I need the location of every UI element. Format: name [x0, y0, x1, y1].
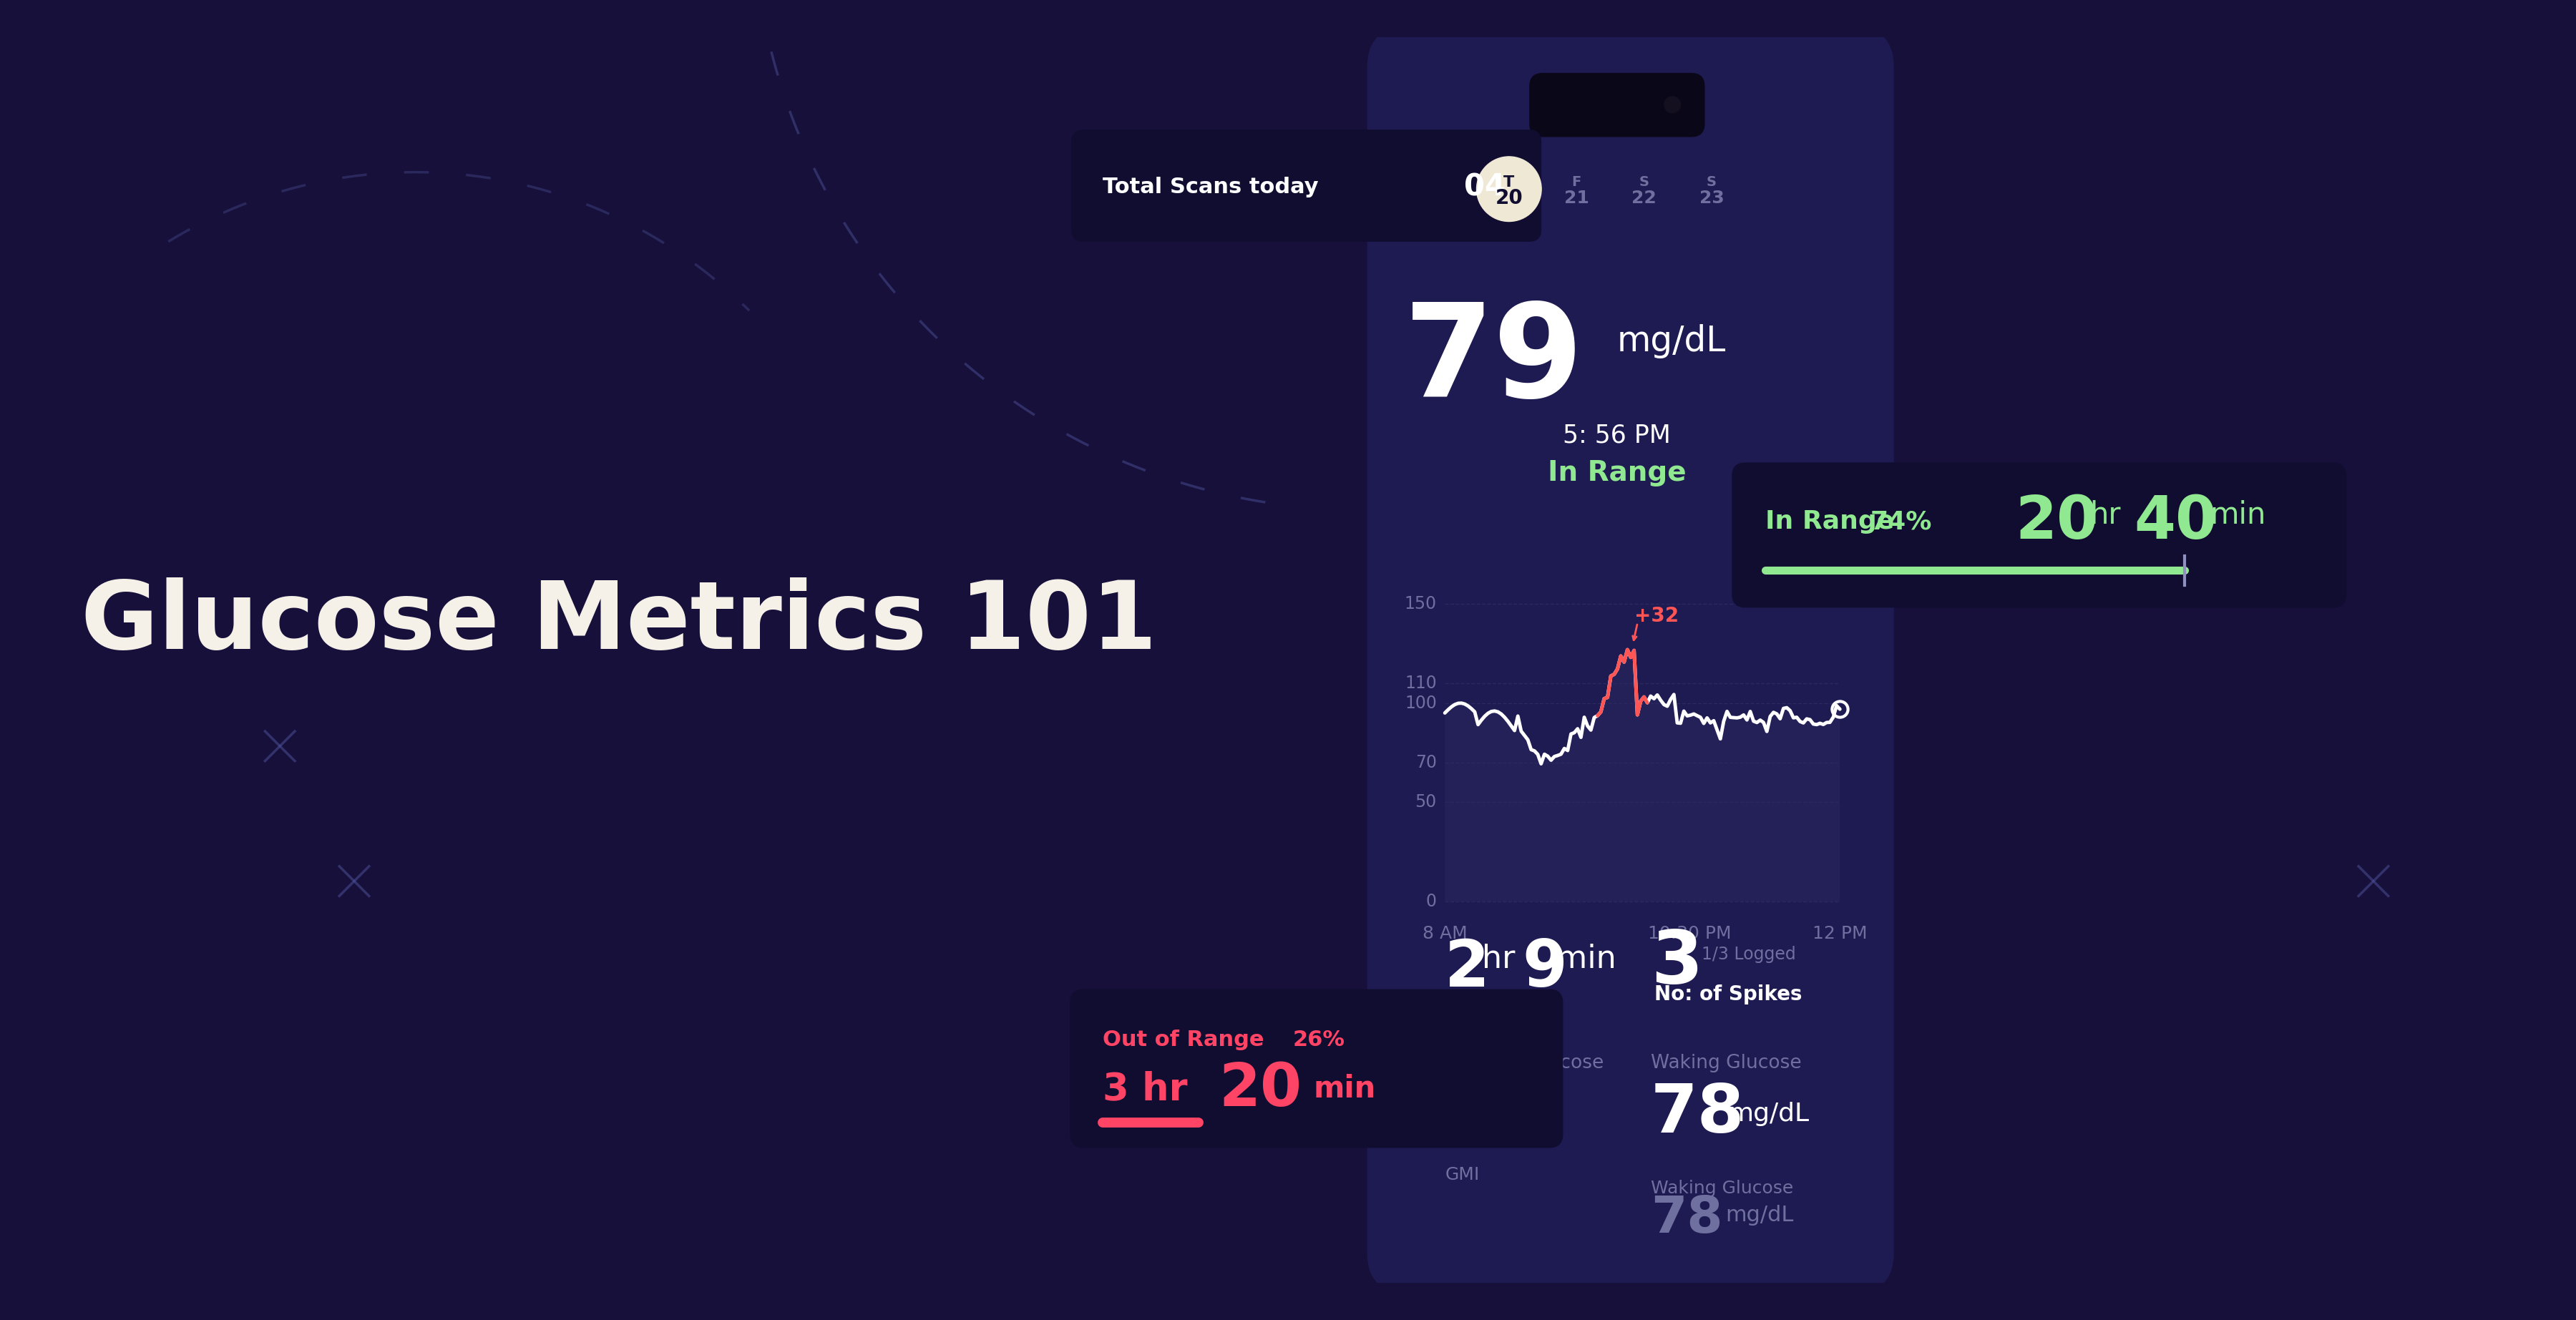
Text: hr: hr [1481, 944, 1515, 974]
Text: 3: 3 [1651, 928, 1703, 999]
Text: 04: 04 [1463, 173, 1504, 202]
Text: In Range: In Range [1548, 459, 1687, 486]
Circle shape [1664, 96, 1680, 112]
Text: 10:30 PM: 10:30 PM [1649, 925, 1731, 942]
Text: 5: 56 PM: 5: 56 PM [1564, 424, 1672, 447]
Text: Waking Glucose: Waking Glucose [1651, 1180, 1793, 1197]
FancyBboxPatch shape [1530, 73, 1705, 137]
Text: In Range: In Range [1765, 510, 1893, 535]
Text: 2: 2 [1445, 937, 1489, 1001]
FancyBboxPatch shape [1072, 129, 1540, 242]
Text: 20: 20 [1218, 1060, 1301, 1118]
Text: mg/dL: mg/dL [1618, 323, 1726, 358]
Text: 78: 78 [1651, 1195, 1723, 1243]
Text: Total Scans today: Total Scans today [1103, 177, 1319, 198]
Text: 23: 23 [1700, 190, 1723, 207]
Text: 22: 22 [1631, 190, 1656, 207]
Text: 74%: 74% [1870, 510, 1932, 535]
Text: %: % [1520, 1115, 1543, 1139]
Text: S: S [1705, 176, 1716, 189]
Text: +32: +32 [1633, 606, 1680, 626]
Text: S: S [1638, 176, 1649, 189]
Text: min: min [1314, 1074, 1376, 1104]
Text: mg/dL: mg/dL [1728, 1102, 1808, 1126]
FancyBboxPatch shape [1069, 989, 1564, 1148]
Text: 78: 78 [1651, 1081, 1744, 1147]
Text: GMI: GMI [1445, 1167, 1479, 1184]
Text: Average Glucose: Average Glucose [1445, 1055, 1605, 1073]
Text: mg/dL: mg/dL [1726, 1205, 1793, 1226]
Text: 21: 21 [1564, 190, 1589, 207]
Text: 1/3 Logged: 1/3 Logged [1703, 945, 1795, 962]
Text: 100: 100 [1404, 694, 1437, 711]
Text: 8.1: 8.1 [1445, 1106, 1535, 1155]
Text: 3 hr: 3 hr [1103, 1071, 1188, 1107]
Text: min: min [1556, 944, 1615, 974]
Text: min: min [2210, 500, 2267, 531]
Text: 12 PM: 12 PM [1814, 925, 1868, 942]
FancyBboxPatch shape [1731, 462, 2347, 607]
Text: 50: 50 [1414, 793, 1437, 810]
Text: hr: hr [2089, 500, 2120, 531]
Text: 70: 70 [1414, 754, 1437, 771]
Text: 20: 20 [2014, 492, 2099, 550]
Text: 26%: 26% [1293, 1030, 1345, 1051]
Text: No: of Spikes: No: of Spikes [1654, 985, 1803, 1005]
FancyBboxPatch shape [1435, 574, 1850, 912]
Text: 20: 20 [1494, 189, 1522, 209]
Polygon shape [1445, 649, 1839, 902]
Text: Out of Range: Out of Range [1103, 1030, 1265, 1051]
Text: Waking Glucose: Waking Glucose [1651, 1055, 1801, 1073]
Text: T: T [1504, 176, 1515, 190]
Text: Glucose Metrics 101: Glucose Metrics 101 [80, 577, 1157, 668]
Text: F: F [1571, 176, 1582, 189]
Text: 79: 79 [1404, 298, 1584, 424]
Text: 110: 110 [1404, 675, 1437, 692]
Text: 0: 0 [1427, 892, 1437, 909]
FancyBboxPatch shape [1388, 48, 1873, 1272]
Text: 150: 150 [1404, 595, 1437, 612]
Circle shape [1476, 157, 1540, 222]
Text: 40: 40 [2133, 492, 2218, 550]
Text: 9: 9 [1522, 937, 1566, 1001]
FancyBboxPatch shape [1368, 26, 1893, 1294]
Text: 8 AM: 8 AM [1422, 925, 1468, 942]
